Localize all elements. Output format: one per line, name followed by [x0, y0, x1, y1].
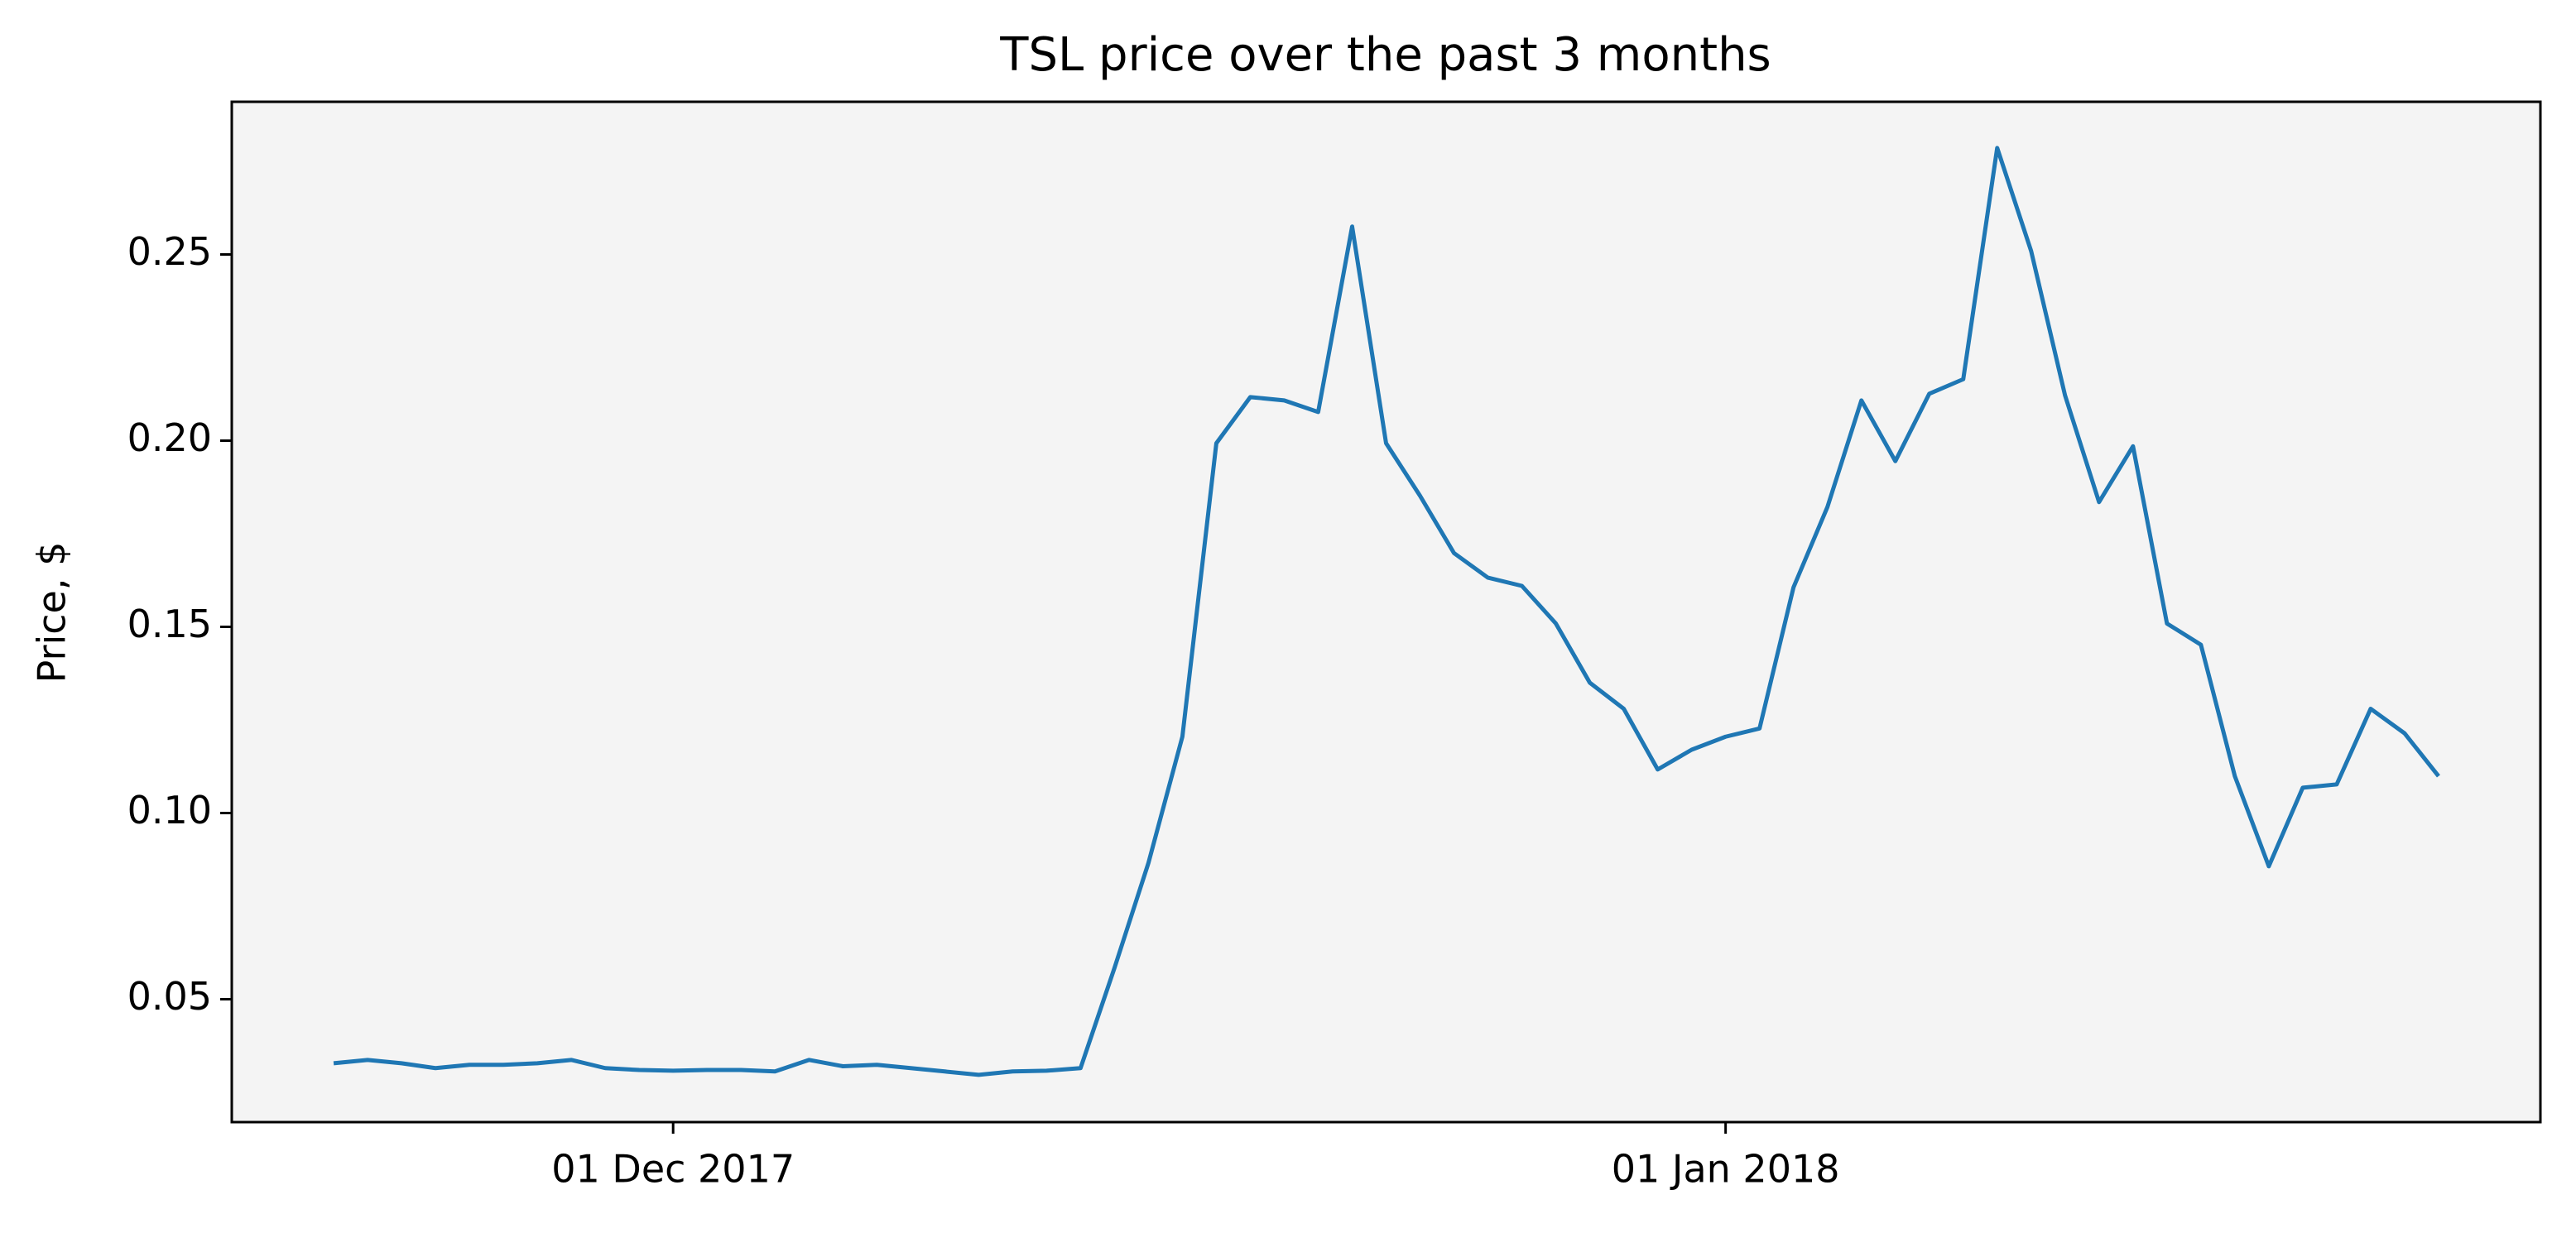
- y-tick-label: 0.20: [127, 415, 212, 460]
- plot-background: [232, 102, 2540, 1122]
- chart-title: TSL price over the past 3 months: [999, 28, 1771, 82]
- y-tick-label: 0.10: [127, 788, 212, 832]
- price-line: [333, 146, 2440, 1077]
- x-tick-label: 01 Jan 2018: [1612, 1147, 1840, 1192]
- y-axis-label: Price, $: [30, 542, 74, 684]
- x-tick-label: 01 Dec 2017: [551, 1147, 795, 1192]
- y-tick-label: 0.05: [127, 974, 212, 1019]
- y-tick-label: 0.15: [127, 602, 212, 646]
- plot-frame: [230, 100, 2542, 1124]
- y-tick-label: 0.25: [127, 229, 212, 274]
